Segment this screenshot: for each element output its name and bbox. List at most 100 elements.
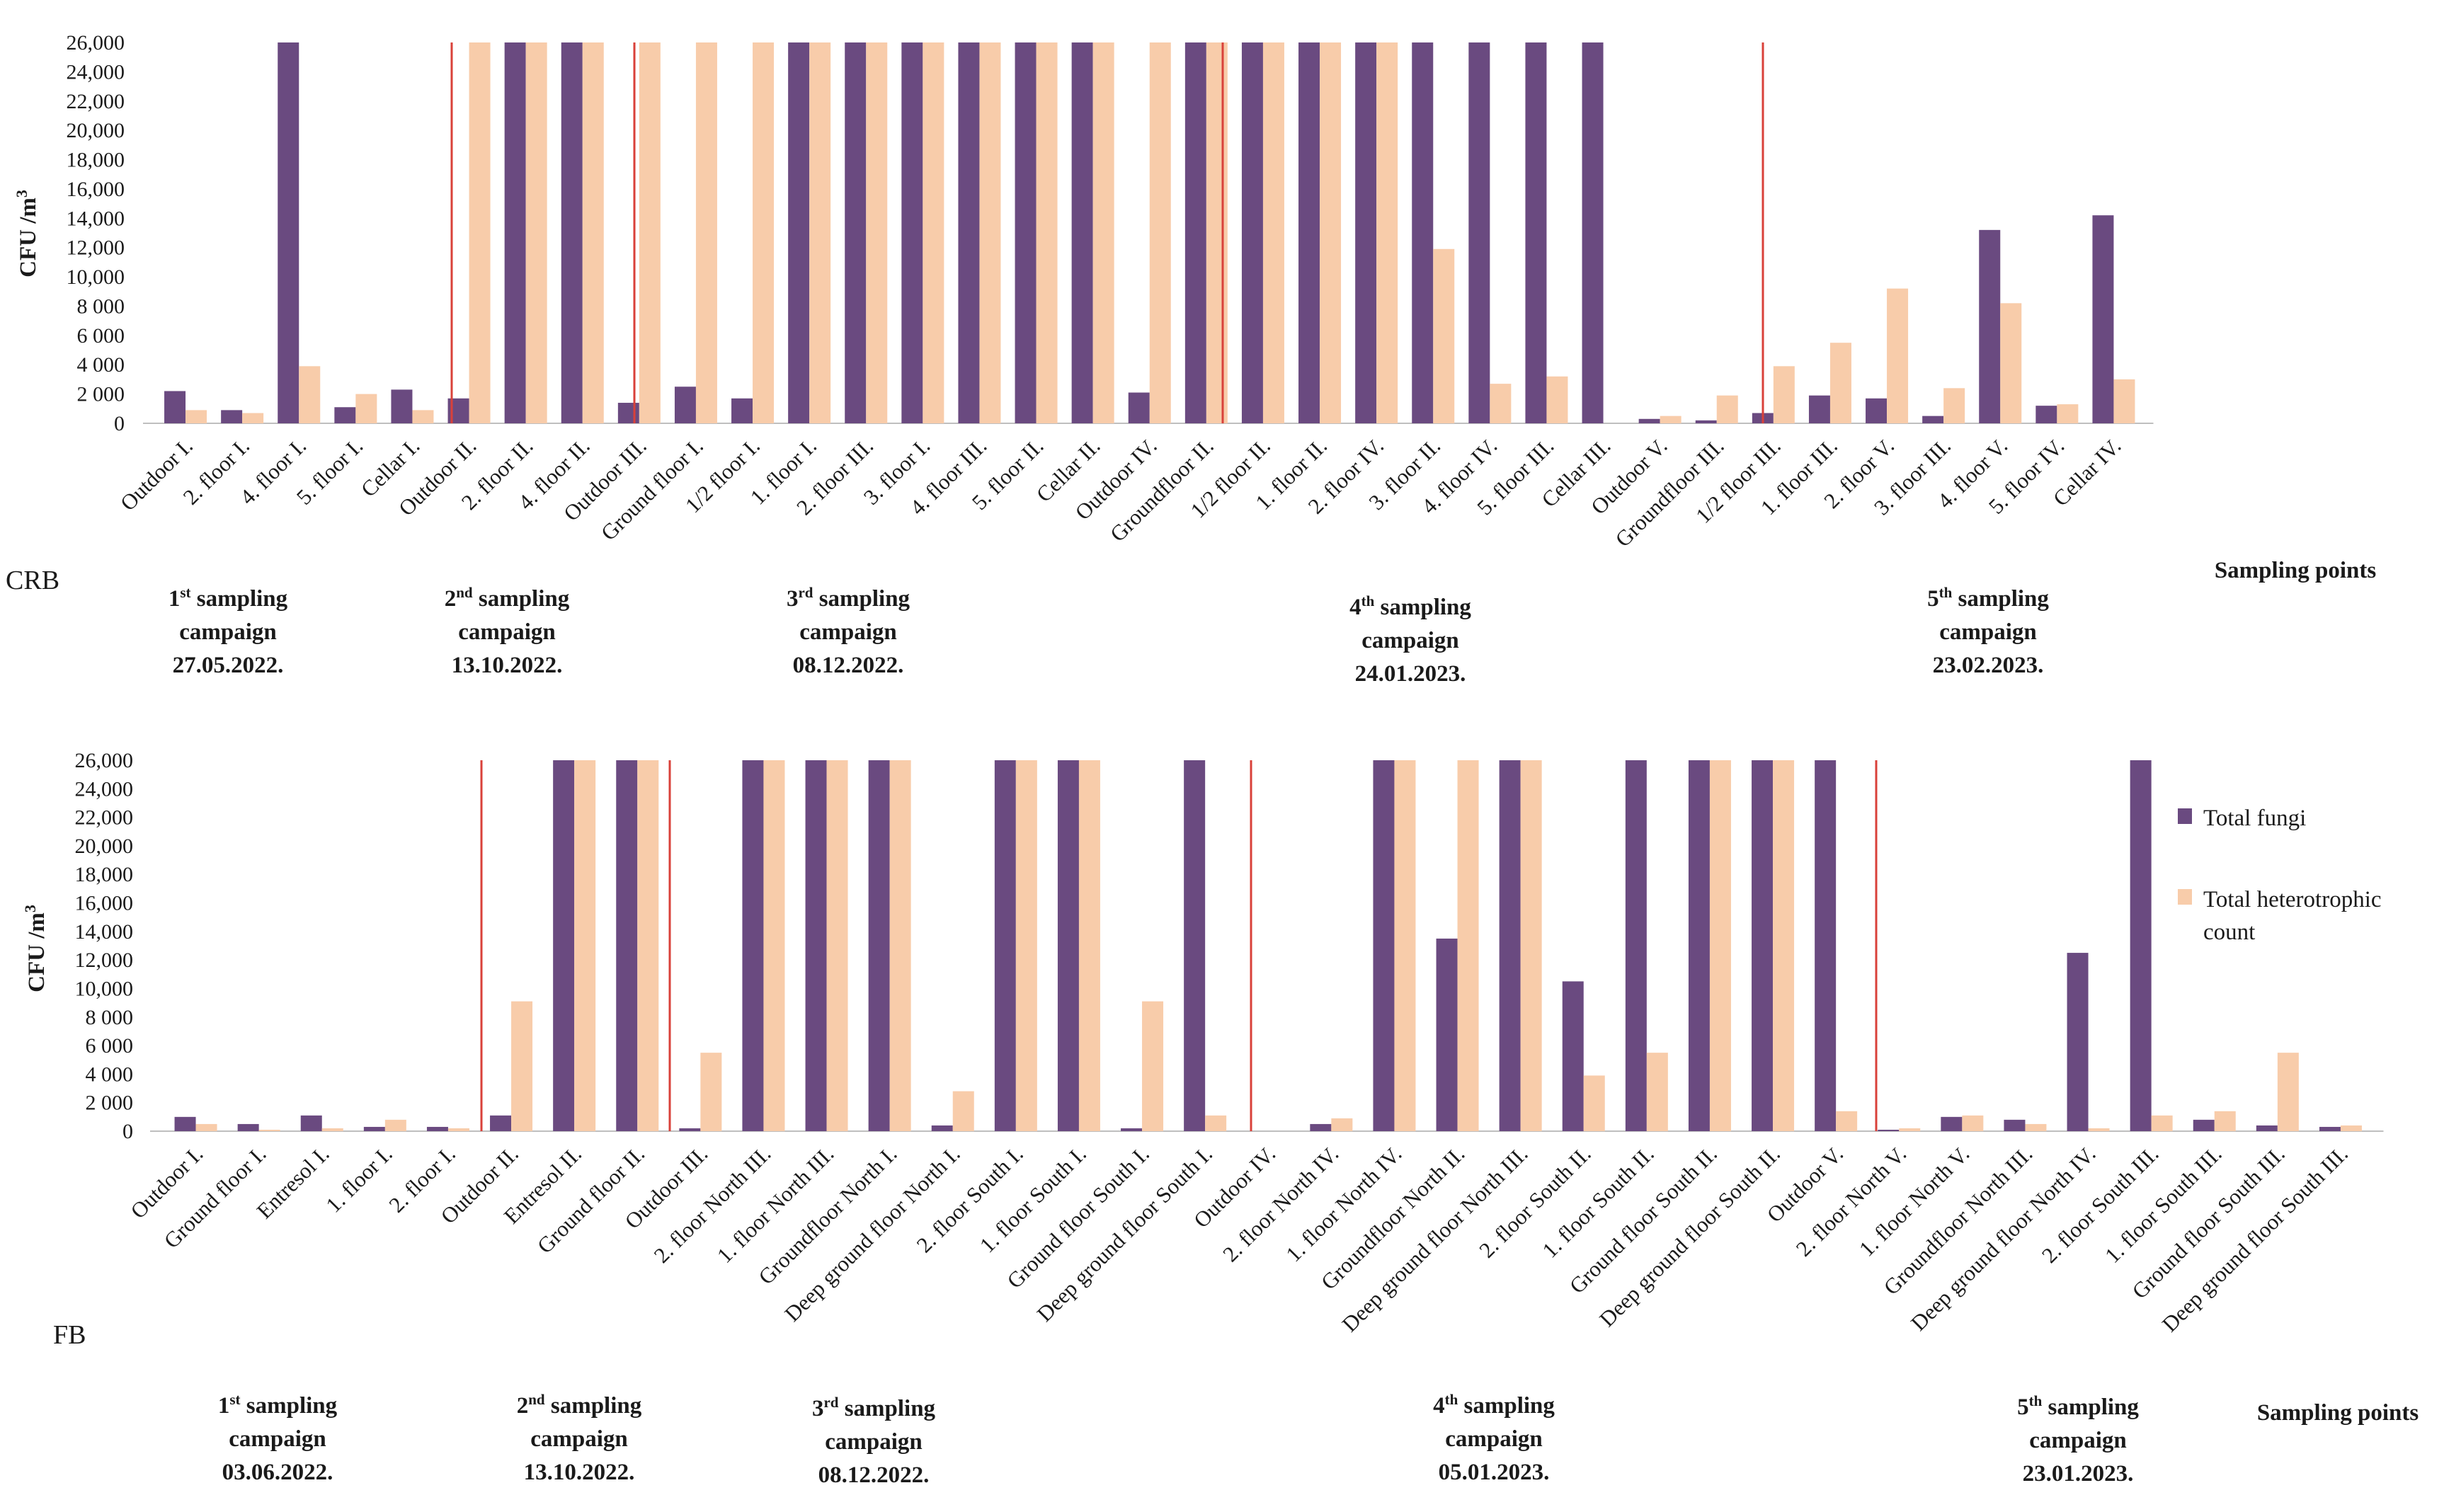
campaign-word: sampling [241,1393,338,1419]
fb-bar-heterotrophic-outdoor-iii [700,1053,722,1131]
crb-bar-fungi-4-floor-iii [958,42,980,423]
campaign-ordinal-suffix: rd [823,1394,838,1411]
crb-y-tick-label: 18,000 [67,149,125,172]
crb-campaign-label-4: 4th sampling campaign 24.01.2023. [1349,592,1471,687]
campaign-ordinal-suffix: th [1939,584,1953,601]
crb-bar-heterotrophic-2-floor-iii [866,42,888,423]
fb-bar-fungi-2-floor-north-iv [1310,1123,1332,1131]
fb-y-tick-label: 16,000 [75,892,134,915]
campaign-line2: campaign [1445,1426,1543,1452]
fb-category-label: 2. floor South II. [1474,1141,1595,1262]
fb-bar-fungi-2-floor-south-i [994,760,1016,1131]
fb-category-label: 1. floor I. [321,1141,397,1218]
crb-bar-heterotrophic-3-floor-i [923,42,944,423]
campaign-ordinal: 2 [517,1393,529,1419]
crb-y-tick-label: 20,000 [67,119,125,142]
fb-bar-fungi-ground-floor-ii [616,760,638,1131]
crb-bar-heterotrophic-3-floor-iii [1943,388,1965,423]
campaign-date: 03.06.2022. [222,1460,333,1485]
fb-campaign-label-3: 3rd sampling campaign 08.12.2022. [812,1394,936,1488]
fb-x-axis-title: Sampling points [2257,1400,2419,1426]
fb-category-label: 1. floor North III. [712,1141,839,1268]
crb-y-tick-label: 14,000 [67,207,125,230]
campaign-word: sampling [191,586,288,612]
campaign-ordinal-suffix: th [1361,592,1375,609]
campaign-date: 13.10.2022. [524,1460,635,1485]
fb-bar-fungi-1-floor-north-iv [1373,760,1395,1131]
fb-bar-fungi-outdoor-v [1815,760,1837,1131]
crb-bar-fungi-5-floor-i [334,407,356,423]
crb-bar-heterotrophic-1-2-floor-i [753,42,775,423]
fb-bar-fungi-1-floor-south-iii [2193,1119,2215,1131]
fb-y-tick-label: 26,000 [75,749,134,772]
campaign-word: sampling [545,1393,642,1419]
fb-y-tick-label: 18,000 [75,863,134,886]
fb-category-label: 2. floor South III. [2037,1141,2164,1268]
fb-bar-fungi-groundfloor-north-iii [2004,1119,2026,1131]
campaign-ordinal: 5 [1927,586,1939,612]
campaign-ordinal: 4 [1433,1393,1445,1419]
crb-y-axis-label-text: CFU /m [16,197,41,277]
crb-bar-fungi-1-floor-iii [1808,395,1830,423]
campaign-ordinal: 2 [445,586,457,612]
campaign-word: sampling [2042,1394,2139,1420]
fb-bar-fungi-deep-ground-floor-north-iii [1499,760,1521,1131]
crb-bar-fungi-outdoor-iii [617,403,639,423]
crb-bar-fungi-groundfloor-ii [1184,42,1206,423]
crb-bar-heterotrophic-outdoor-iv [1149,42,1171,423]
fb-bar-heterotrophic-outdoor-ii [511,1001,533,1131]
campaign-date: 13.10.2022. [452,653,563,678]
campaign-date: 23.02.2023. [1933,653,2044,678]
crb-bar-heterotrophic-4-floor-iv [1490,384,1512,423]
crb-bar-heterotrophic-4-floor-iii [979,42,1001,423]
fb-bar-fungi-deep-ground-floor-south-i [1184,760,1206,1131]
fb-category-label: 1. floor North V. [1854,1141,1974,1261]
fb-y-tick-label: 2 000 [86,1092,134,1115]
crb-y-tick-label: 10,000 [67,265,125,289]
fb-bar-fungi-2-floor-north-iii [742,760,764,1131]
crb-bar-fungi-2-floor-iii [845,42,867,423]
fb-bar-fungi-entresol-ii [553,760,575,1131]
crb-bar-fungi-3-floor-iii [1922,416,1944,423]
crb-bar-heterotrophic-3-floor-ii [1433,248,1455,423]
crb-y-tick-label: 26,000 [67,31,125,55]
crb-bar-fungi-outdoor-iv [1128,392,1150,423]
fb-category-label: 1. floor North IV. [1281,1141,1406,1266]
crb-bar-fungi-ground-floor-i [674,386,696,423]
campaign-line2: campaign [825,1429,923,1455]
fb-bar-fungi-1-floor-south-i [1057,760,1079,1131]
campaign-line2: campaign [1361,628,1459,653]
fb-y-tick-label: 8 000 [86,1006,134,1029]
fb-bar-heterotrophic-ground-floor-i [258,1129,280,1131]
fb-bar-heterotrophic-groundfloor-north-ii [1457,760,1479,1131]
legend-swatch-fungi [2178,808,2192,824]
campaign-ordinal: 3 [812,1396,824,1421]
fb-bar-heterotrophic-deep-ground-floor-south-i [1205,1115,1227,1131]
legend-label-fungi: Total fungi [2203,806,2306,831]
fb-bar-heterotrophic-1-floor-south-ii [1646,1053,1668,1131]
fb-bar-fungi-2-floor-i [426,1126,448,1131]
campaign-title: 1st sampling [218,1391,338,1419]
fb-bar-fungi-ground-floor-south-iii [2256,1125,2278,1131]
fb-category-label: 1. floor South III. [2100,1141,2227,1268]
fb-category-label: 2. floor North IV. [1218,1141,1343,1266]
fb-bar-heterotrophic-deep-ground-floor-north-iv [2088,1128,2110,1131]
campaign-word: sampling [1374,595,1471,620]
campaign-ordinal: 1 [169,586,181,612]
fb-bar-heterotrophic-groundfloor-north-iii [2025,1123,2047,1131]
fb-bar-fungi-ground-floor-south-ii [1688,760,1710,1131]
crb-campaign-label-5: 5th sampling campaign 23.02.2023. [1927,584,2049,678]
fb-y-tick-label: 10,000 [75,977,134,1000]
crb-bar-heterotrophic-cellar-i [412,410,434,423]
campaign-title: 1st sampling [169,584,288,612]
fb-panel-label: FB [53,1320,86,1350]
crb-y-tick-label: 0 [114,412,125,435]
fb-bar-fungi-deep-ground-floor-south-iii [2319,1126,2341,1131]
campaign-word: sampling [473,586,570,612]
campaign-ordinal: 1 [218,1393,230,1419]
fb-bar-heterotrophic-2-floor-south-ii [1583,1075,1605,1131]
crb-bar-fungi-5-floor-iii [1525,42,1547,423]
crb-bar-heterotrophic-1-floor-ii [1320,42,1342,423]
campaign-line2: campaign [1939,619,2037,645]
crb-bar-heterotrophic-outdoor-i [185,410,207,423]
